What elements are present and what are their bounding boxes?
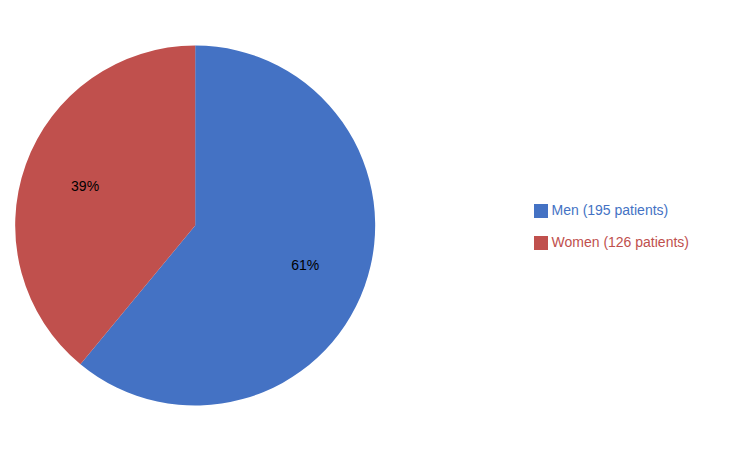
html-text:Men (195 patients): Men (195 patients) xyxy=(551,201,669,218)
svg-text:61%: 61% xyxy=(291,257,319,273)
html-text:Women (126 patients): Women (126 patients) xyxy=(551,233,689,250)
svg-text:39%: 39% xyxy=(71,178,99,194)
